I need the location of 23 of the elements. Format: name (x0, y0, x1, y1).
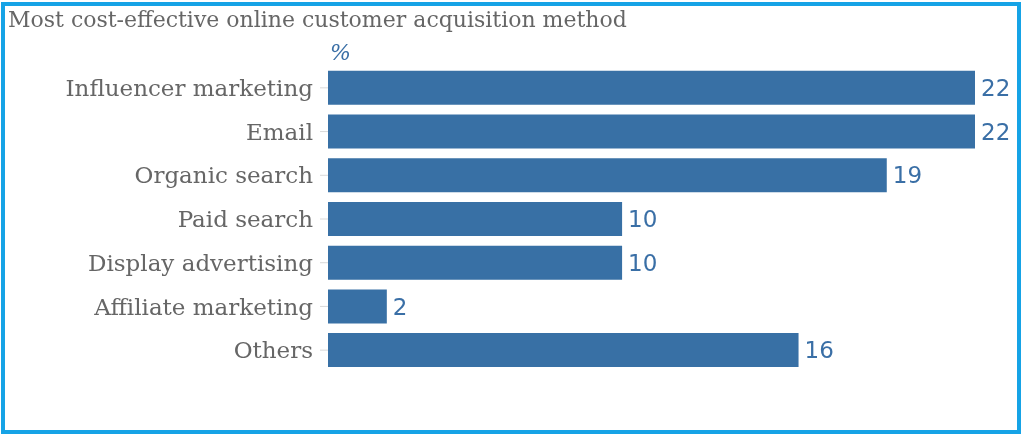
data-label: 2 (392, 293, 408, 320)
data-label: 16 (804, 337, 834, 364)
bar (328, 245, 623, 280)
data-label: 19 (892, 162, 923, 189)
bar (328, 158, 887, 193)
chart-title: Most cost-effective online customer acquisition method (8, 7, 627, 32)
data-label: 10 (628, 249, 658, 276)
bar (328, 289, 387, 324)
data-label: 22 (981, 118, 1011, 145)
y-tick-label: Email (245, 118, 313, 145)
y-tick-label: Organic search (134, 162, 314, 189)
bar (328, 70, 975, 105)
y-tick-label: Others (233, 337, 313, 364)
y-tick-label: Paid search (177, 206, 314, 233)
bar (328, 201, 623, 236)
data-label: 22 (981, 74, 1011, 101)
y-tick-label: Display advertising (87, 249, 314, 276)
x-axis-title: % (330, 40, 351, 65)
data-label: 10 (628, 206, 658, 233)
y-tick-label: Influencer marketing (65, 75, 314, 102)
y-tick-label: Affiliate marketing (93, 293, 314, 320)
bar (328, 114, 975, 149)
bar (328, 333, 799, 368)
